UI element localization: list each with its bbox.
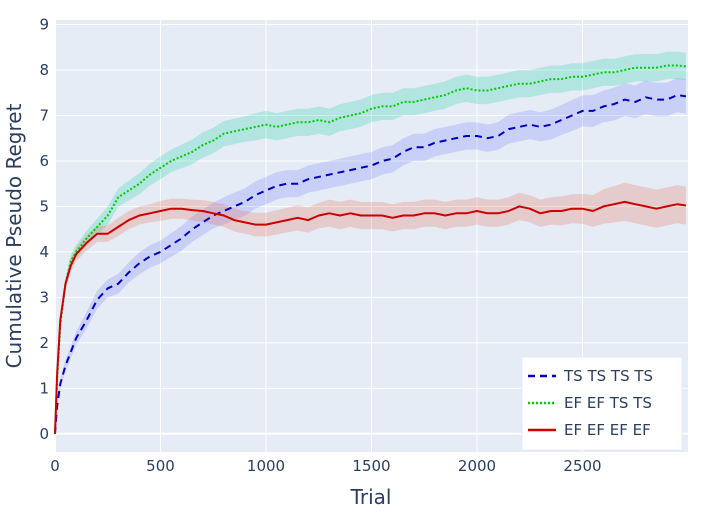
x-tick-label: 1500 — [352, 457, 390, 475]
line-ef-ef-ef-ef — [54, 200, 687, 434]
y-tick-label: 8 — [39, 61, 49, 79]
line-ts-ts-ts-ts — [54, 94, 687, 434]
x-tick-label: 2000 — [458, 457, 496, 475]
y-tick-label: 2 — [39, 334, 49, 352]
legend-label-ef-ef-ts-ts: EF EF TS TS — [564, 394, 652, 412]
x-tick-labels: 0 500 1000 1500 2000 2500 — [50, 457, 601, 475]
band-ts-ts-ts-ts — [55, 77, 686, 434]
series-lines — [54, 64, 687, 434]
y-tick-labels: 0 1 2 3 4 5 6 7 8 9 — [39, 16, 49, 443]
line-ef-ef-ts-ts — [54, 64, 687, 434]
y-tick-label: 1 — [39, 379, 49, 397]
x-tick-label: 2500 — [563, 457, 601, 475]
gridlines — [54, 20, 688, 452]
y-tick-label: 5 — [39, 197, 49, 215]
y-tick-label: 3 — [39, 288, 49, 306]
y-tick-label: 4 — [39, 243, 49, 261]
confidence-bands — [55, 51, 686, 434]
legend-label-ts-ts-ts-ts: TS TS TS TS — [563, 367, 653, 385]
y-tick-label: 6 — [39, 152, 49, 170]
legend-label-ef-ef-ef-ef: EF EF EF EF — [564, 421, 651, 439]
y-tick-label: 9 — [39, 16, 49, 34]
band-ef-ef-ef-ef — [55, 182, 686, 434]
x-tick-label: 0 — [50, 457, 60, 475]
legend: TS TS TS TS EF EF TS TS EF EF EF EF — [521, 356, 683, 451]
y-tick-label: 0 — [39, 425, 49, 443]
y-axis-title: Cumulative Pseudo Regret — [2, 103, 26, 368]
x-tick-label: 500 — [146, 457, 175, 475]
y-tick-label: 7 — [39, 106, 49, 124]
x-axis-title: Trial — [350, 485, 392, 509]
x-tick-label: 1000 — [247, 457, 285, 475]
band-ef-ef-ts-ts — [55, 51, 686, 434]
